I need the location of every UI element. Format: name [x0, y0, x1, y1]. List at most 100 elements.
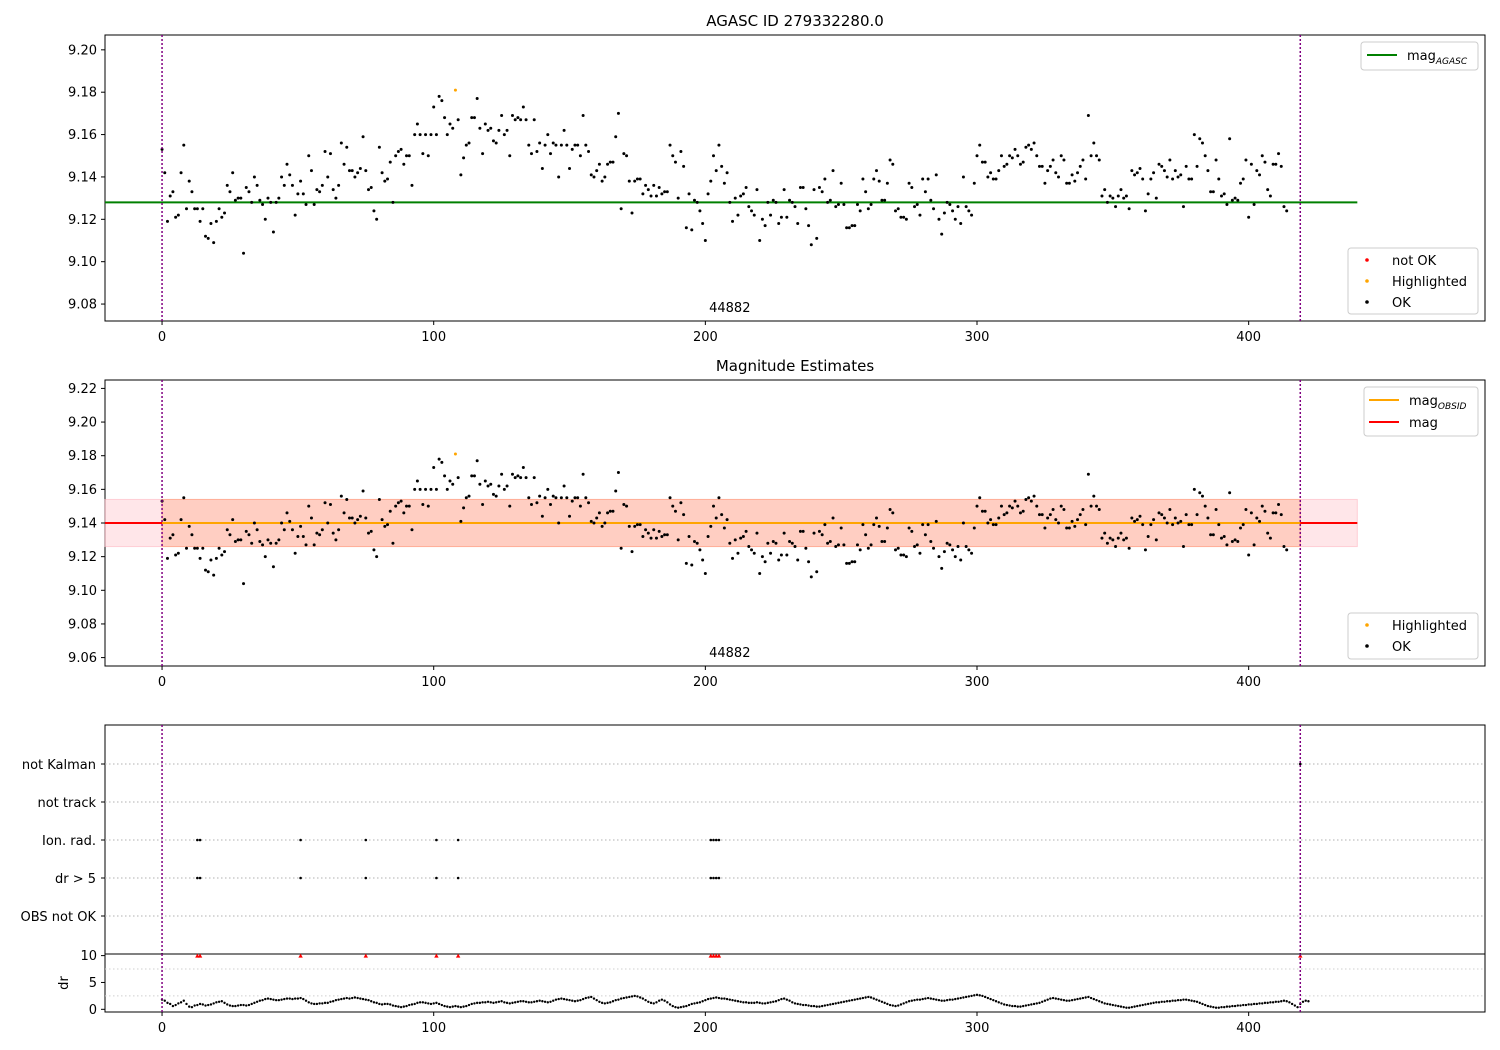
- dr-point: [641, 997, 645, 1000]
- ok-point: [1266, 531, 1270, 535]
- ok-point: [782, 531, 786, 535]
- ok-point: [812, 188, 816, 192]
- dr-point: [709, 997, 712, 1000]
- flag-marker: [196, 876, 199, 880]
- dr-outlier-marker: [455, 953, 461, 958]
- ok-point: [334, 538, 338, 542]
- ok-point: [1154, 196, 1158, 200]
- ok-point: [975, 154, 979, 158]
- ok-point: [581, 472, 585, 476]
- ok-point: [1108, 536, 1112, 540]
- dr-point: [340, 997, 343, 1001]
- dr-point: [810, 1004, 813, 1008]
- ok-point: [611, 160, 615, 164]
- ok-point: [932, 207, 936, 211]
- dr-point: [380, 1003, 384, 1006]
- ok-point: [1018, 511, 1022, 515]
- ok-point: [285, 511, 289, 515]
- ok-points: [160, 457, 1289, 586]
- ok-point: [410, 183, 414, 187]
- ok-point: [1005, 162, 1009, 166]
- ok-point: [467, 494, 471, 498]
- ok-point: [853, 224, 857, 228]
- ok-point: [880, 540, 884, 544]
- ok-point: [1065, 181, 1069, 185]
- ok-point: [532, 476, 536, 480]
- ok-point: [657, 529, 661, 533]
- ok-point: [842, 202, 846, 206]
- ok-point: [807, 560, 811, 564]
- dr-point: [1122, 1005, 1125, 1009]
- dr-point: [326, 1001, 329, 1005]
- dr-point: [408, 1003, 411, 1007]
- ok-point: [758, 238, 762, 242]
- ok-point: [1179, 519, 1183, 523]
- ok-point: [1035, 154, 1039, 158]
- ok-point: [630, 550, 634, 554]
- dr-point: [943, 999, 946, 1002]
- dr-point: [636, 995, 639, 998]
- ok-point: [320, 183, 324, 187]
- dr-point: [812, 1004, 816, 1008]
- ok-point: [578, 504, 582, 508]
- legend-point-swatch: [1365, 623, 1369, 627]
- dr-point: [1081, 996, 1085, 1000]
- ok-point: [945, 200, 949, 204]
- dr-point: [1062, 998, 1066, 1002]
- points-legend: Highlighted OK: [1347, 612, 1479, 660]
- ok-point: [486, 484, 490, 488]
- dr-point: [1119, 1005, 1123, 1008]
- dr-point: [1203, 1003, 1207, 1007]
- dr-point: [383, 1002, 387, 1006]
- ok-point: [1127, 207, 1131, 211]
- y-tick-label: 9.08: [68, 298, 97, 313]
- ok-point: [494, 141, 498, 145]
- ok-point: [1114, 205, 1118, 209]
- ok-point: [443, 474, 447, 478]
- ok-point: [271, 230, 275, 234]
- ok-point: [407, 504, 411, 508]
- y-tick-label: 9.12: [68, 550, 97, 565]
- ok-point: [1211, 190, 1215, 194]
- dr-point: [926, 996, 930, 1000]
- axes-frame: [104, 34, 1486, 322]
- ok-point: [339, 494, 343, 498]
- dr-point: [462, 1005, 465, 1008]
- dr-point: [562, 997, 566, 1001]
- dr-point: [867, 995, 870, 999]
- dr-point: [1024, 1004, 1028, 1007]
- dr-point: [1002, 1003, 1006, 1006]
- ok-point: [1073, 179, 1077, 183]
- flag-marker: [717, 876, 721, 880]
- dr-point: [609, 1001, 612, 1004]
- ok-point: [793, 205, 797, 209]
- dr-point: [446, 1005, 449, 1008]
- ok-points: [160, 94, 1289, 255]
- ok-point: [850, 560, 854, 564]
- dr-point: [1079, 997, 1082, 1000]
- ok-point: [301, 534, 305, 538]
- ok-point: [826, 200, 830, 204]
- dr-point: [600, 1001, 604, 1005]
- ok-point: [250, 541, 254, 545]
- dr-point: [736, 1000, 740, 1003]
- ok-point: [184, 546, 188, 550]
- dr-point: [372, 1001, 376, 1004]
- ok-point: [557, 175, 561, 179]
- ok-point: [426, 154, 430, 158]
- ok-point: [1073, 524, 1077, 528]
- dr-point: [1250, 1003, 1253, 1006]
- dr-point: [780, 997, 783, 1001]
- ok-point: [961, 521, 965, 525]
- dr-point: [723, 997, 726, 1000]
- dr-point: [614, 998, 617, 1002]
- ok-point: [318, 190, 322, 194]
- dr-point: [1038, 1001, 1041, 1005]
- dr-point: [475, 1001, 479, 1005]
- dr-point: [603, 1002, 607, 1005]
- dr-point: [606, 1001, 609, 1005]
- dr-point: [649, 1001, 653, 1005]
- ok-point: [913, 205, 917, 209]
- ok-point: [1086, 472, 1090, 476]
- dr-point: [964, 995, 968, 999]
